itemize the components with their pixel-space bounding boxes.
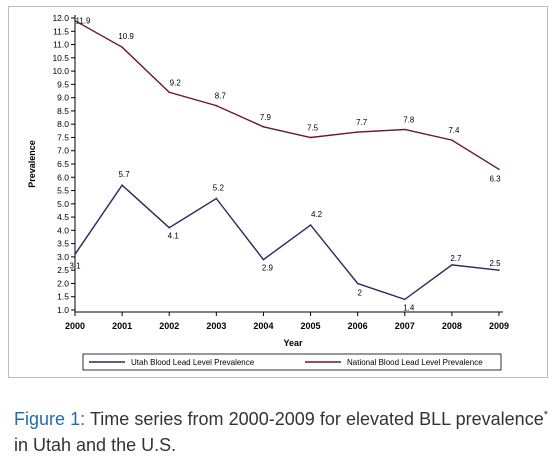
utah-data-label: 2 [357,288,362,297]
national-data-point [74,19,76,22]
x-tick-label: 2009 [489,321,509,331]
legend-label: Utah Blood Lead Level Prevalence [131,358,255,367]
utah-data-point [498,269,500,271]
national-data-label: 11.9 [76,17,92,26]
utah-data-point [121,184,123,187]
y-tick-label: 5.5 [57,186,69,196]
y-tick-label: 3.0 [57,252,69,262]
y-tick-label: 9.0 [57,93,69,103]
y-tick-label: 8.0 [57,119,69,129]
national-data-label: 7.5 [307,123,319,132]
caption-text: Time series from 2000-2009 for elevated … [85,409,544,429]
national-data-point [309,136,312,139]
y-tick-label: 3.5 [57,239,69,249]
x-tick-label: 2006 [348,321,368,331]
national-data-label: 7.8 [403,115,415,124]
x-axis-title: Year [283,338,303,348]
y-tick-label: 4.0 [57,225,69,235]
utah-data-label: 2.7 [450,254,462,263]
utah-data-label: 5.7 [119,170,131,179]
x-tick-label: 2007 [395,321,415,331]
utah-data-point [309,224,312,226]
y-tick-label: 8.5 [57,106,69,116]
y-tick-label: 7.0 [57,146,69,156]
national-data-label: 10.9 [118,32,134,41]
y-tick-label: 2.0 [57,278,69,288]
y-tick-label: 10.5 [52,53,69,63]
legend-label: National Blood Lead Level Prevalence [347,358,483,367]
x-tick-label: 2004 [253,321,273,331]
y-tick-label: 12.0 [52,13,69,23]
x-tick-label: 2008 [442,321,462,331]
national-data-point [356,131,359,133]
national-data-label: 8.7 [215,92,227,101]
national-data-label: 9.2 [170,78,182,87]
national-data-point [403,128,406,131]
y-tick-label: 1.0 [57,305,69,315]
y-tick-label: 4.5 [57,212,69,222]
utah-data-label: 2.9 [262,264,274,273]
chart-frame: 1.0 1.5 2.0 2.5 3.0 3.5 4.0 4.5 5.0 5.5 6.0 6.5 7.0 7… [8,6,548,378]
y-tick-label: 6.5 [57,159,69,169]
utah-data-point [74,253,76,256]
national-data-point [498,168,500,171]
figure-caption: Figure 1: Time series from 2000-2009 for… [14,402,548,458]
y-tick-label: 9.5 [57,79,69,89]
x-tick-label: 2001 [112,321,132,331]
national-series-line [74,20,500,170]
utah-data-point [356,282,359,285]
y-tick-label: 1.5 [57,292,69,302]
national-data-point [451,139,453,141]
utah-data-point [168,226,171,229]
utah-data-point [262,258,265,261]
utah-data-label: 4.1 [168,232,180,241]
figure-label: Figure 1: [14,409,86,429]
y-tick-label: 5.0 [57,199,69,209]
caption-text-end: in Utah and the U.S. [14,435,177,455]
national-data-label: 6.3 [489,174,501,183]
x-tick-label: 2005 [301,321,321,331]
y-tick-label: 11.0 [53,40,69,50]
legend-box [82,353,502,371]
utah-data-label: 3.1 [69,261,81,270]
utah-data-point [215,197,218,200]
national-data-label: 7.4 [448,126,460,135]
utah-data-point [451,264,453,266]
caption-footnote-marker: * [543,409,548,421]
x-tick-label: 2002 [159,321,179,331]
utah-data-point [403,298,406,301]
national-data-label: 7.7 [356,118,368,127]
y-axis-title: Prevalence [27,140,37,188]
national-data-point [262,126,265,128]
x-tick-label: 2003 [206,321,226,331]
utah-data-label: 1.4 [403,303,415,312]
x-tick-label: 2000 [65,321,85,331]
utah-series-line [74,184,500,301]
y-tick-label: 2.5 [57,265,69,275]
national-data-point [215,104,218,107]
y-tick-label: 7.5 [57,132,69,142]
national-data-point [121,46,123,48]
national-data-label: 7.9 [260,113,272,122]
national-data-point [168,91,171,94]
y-tick-label: 10.0 [52,66,69,76]
utah-data-label: 5.2 [213,184,225,193]
y-tick-label: 11.5 [53,26,69,36]
line-chart: 1.0 1.5 2.0 2.5 3.0 3.5 4.0 4.5 5.0 5.5 6.0 6.5 7.0 7… [27,13,509,371]
y-tick-label: 6.0 [57,172,69,182]
utah-data-label: 4.2 [311,210,323,219]
utah-data-label: 2.5 [489,259,501,268]
